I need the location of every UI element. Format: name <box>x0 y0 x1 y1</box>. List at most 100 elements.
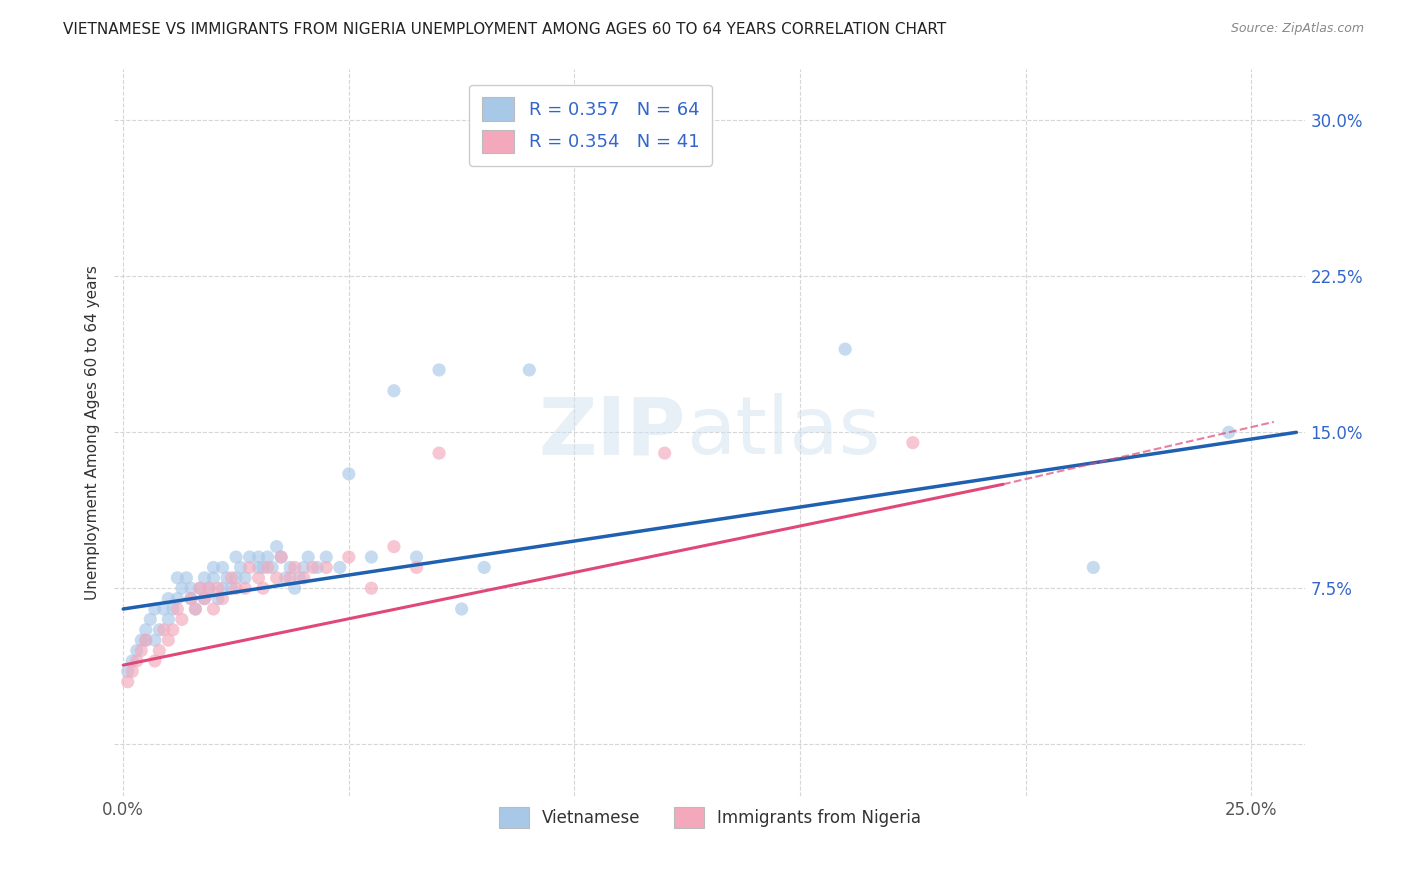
Point <box>184 602 207 616</box>
Point <box>247 571 270 585</box>
Point <box>315 560 337 574</box>
Point <box>278 560 301 574</box>
Point <box>360 549 382 564</box>
Point <box>284 581 307 595</box>
Point <box>117 665 139 679</box>
Point <box>211 581 233 595</box>
Point <box>143 633 166 648</box>
Point <box>225 549 247 564</box>
Point <box>202 602 225 616</box>
Point <box>405 549 427 564</box>
Point <box>256 549 278 564</box>
Point <box>135 623 157 637</box>
Point <box>427 363 450 377</box>
Point <box>166 591 188 606</box>
Point <box>180 581 202 595</box>
Text: atlas: atlas <box>686 393 880 471</box>
Point <box>157 633 180 648</box>
Point <box>288 571 311 585</box>
Point <box>472 560 495 574</box>
Point <box>1218 425 1240 440</box>
Point <box>329 560 352 574</box>
Point <box>252 581 274 595</box>
Point <box>125 643 148 657</box>
Point <box>139 612 162 626</box>
Point <box>247 549 270 564</box>
Point <box>284 560 307 574</box>
Point <box>193 571 215 585</box>
Point <box>278 571 301 585</box>
Point <box>270 549 292 564</box>
Point <box>188 581 211 595</box>
Point <box>129 633 152 648</box>
Point <box>121 665 143 679</box>
Point <box>135 633 157 648</box>
Point <box>450 602 472 616</box>
Point <box>233 571 256 585</box>
Point <box>162 623 184 637</box>
Point <box>162 602 184 616</box>
Point <box>188 581 211 595</box>
Point <box>193 591 215 606</box>
Point <box>266 540 288 554</box>
Legend: Vietnamese, Immigrants from Nigeria: Vietnamese, Immigrants from Nigeria <box>492 800 928 835</box>
Point <box>121 654 143 668</box>
Point <box>170 581 193 595</box>
Point <box>292 571 315 585</box>
Point <box>153 623 176 637</box>
Point <box>157 591 180 606</box>
Point <box>117 674 139 689</box>
Point <box>202 571 225 585</box>
Point <box>148 643 170 657</box>
Point <box>202 560 225 574</box>
Point <box>297 549 319 564</box>
Point <box>143 654 166 668</box>
Point <box>266 571 288 585</box>
Point <box>166 571 188 585</box>
Point <box>215 571 238 585</box>
Text: Source: ZipAtlas.com: Source: ZipAtlas.com <box>1230 22 1364 36</box>
Point <box>262 560 284 574</box>
Point <box>834 342 856 356</box>
Point <box>301 560 323 574</box>
Point <box>184 602 207 616</box>
Point <box>170 612 193 626</box>
Point <box>125 654 148 668</box>
Point <box>129 643 152 657</box>
Point <box>198 581 221 595</box>
Point <box>1083 560 1105 574</box>
Point <box>157 612 180 626</box>
Point <box>193 591 215 606</box>
Point <box>901 435 924 450</box>
Point <box>337 549 360 564</box>
Point <box>225 581 247 595</box>
Point <box>221 581 243 595</box>
Point <box>654 446 676 460</box>
Point <box>221 571 243 585</box>
Point <box>176 571 198 585</box>
Point <box>207 591 229 606</box>
Text: ZIP: ZIP <box>538 393 686 471</box>
Point <box>315 549 337 564</box>
Point <box>274 571 297 585</box>
Point <box>225 571 247 585</box>
Point <box>292 560 315 574</box>
Point <box>135 633 157 648</box>
Point <box>405 560 427 574</box>
Point <box>143 602 166 616</box>
Point <box>256 560 278 574</box>
Point <box>252 560 274 574</box>
Y-axis label: Unemployment Among Ages 60 to 64 years: Unemployment Among Ages 60 to 64 years <box>86 265 100 599</box>
Point <box>166 602 188 616</box>
Point <box>427 446 450 460</box>
Point <box>517 363 540 377</box>
Point <box>207 581 229 595</box>
Point <box>180 591 202 606</box>
Point <box>337 467 360 481</box>
Text: VIETNAMESE VS IMMIGRANTS FROM NIGERIA UNEMPLOYMENT AMONG AGES 60 TO 64 YEARS COR: VIETNAMESE VS IMMIGRANTS FROM NIGERIA UN… <box>63 22 946 37</box>
Point <box>233 581 256 595</box>
Point <box>360 581 382 595</box>
Point <box>180 591 202 606</box>
Point <box>148 623 170 637</box>
Point <box>153 602 176 616</box>
